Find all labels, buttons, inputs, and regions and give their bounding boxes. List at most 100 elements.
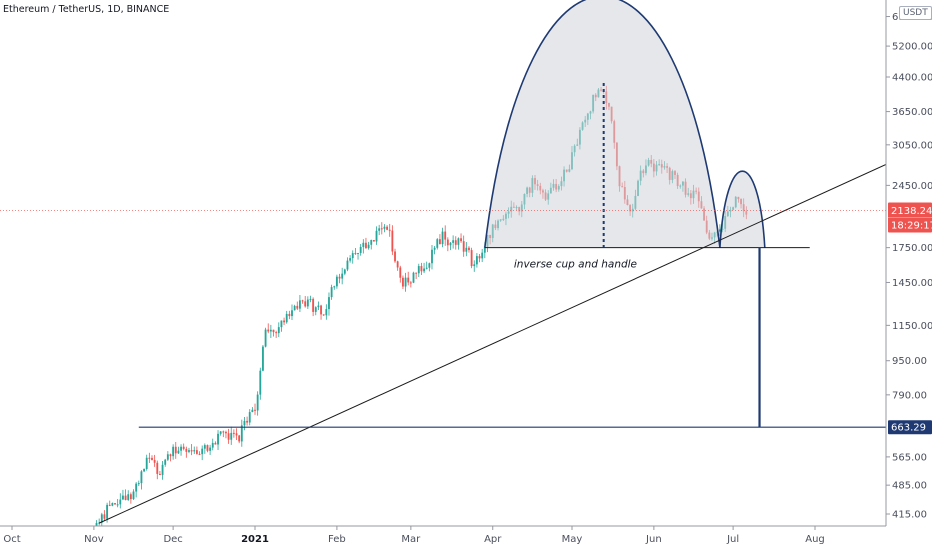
- candle-body: [143, 468, 145, 472]
- candle: [481, 248, 484, 263]
- candle-body: [362, 242, 365, 247]
- candle-body: [370, 240, 373, 245]
- candle-body: [248, 412, 251, 423]
- candle: [124, 489, 127, 501]
- candle-body: [338, 276, 341, 279]
- candle: [462, 235, 465, 257]
- candle: [444, 225, 447, 246]
- candle-body: [441, 231, 444, 245]
- candle: [169, 453, 172, 462]
- candle: [251, 407, 254, 413]
- candle-body: [433, 247, 436, 250]
- candle: [436, 238, 439, 250]
- candle-body: [341, 273, 344, 279]
- candle-body: [151, 457, 153, 460]
- candle: [351, 250, 354, 264]
- candle-body: [388, 229, 391, 231]
- candle-body: [409, 282, 412, 284]
- candle-body: [166, 454, 169, 460]
- candle-body: [283, 320, 285, 323]
- candle-body: [470, 250, 473, 267]
- candle: [132, 489, 135, 501]
- candle: [277, 322, 280, 338]
- candle-body: [267, 329, 270, 332]
- candle-body: [462, 241, 465, 252]
- candle-body: [309, 298, 312, 300]
- candle: [103, 510, 106, 521]
- candle: [470, 247, 473, 269]
- candle: [367, 241, 370, 250]
- cup-fill: [484, 0, 720, 248]
- candle-body: [182, 446, 185, 449]
- candle: [198, 451, 201, 456]
- candle-body: [415, 272, 418, 274]
- candle-body: [357, 252, 359, 254]
- candle: [193, 446, 196, 455]
- candle: [446, 237, 449, 252]
- currency-tag[interactable]: USDT: [899, 6, 932, 20]
- candle-body: [325, 309, 328, 316]
- candle: [338, 273, 341, 284]
- candle: [122, 489, 124, 500]
- candle: [211, 438, 214, 451]
- candle: [468, 246, 470, 253]
- candle: [317, 301, 320, 311]
- candle-body: [269, 329, 272, 332]
- candle: [378, 224, 381, 236]
- candle: [116, 499, 119, 508]
- candle: [235, 428, 238, 441]
- candle: [240, 419, 243, 447]
- candle-body: [246, 420, 249, 423]
- candle-body: [446, 239, 449, 246]
- candle-body: [449, 242, 452, 246]
- candle: [304, 295, 307, 308]
- candle: [177, 446, 180, 455]
- candle: [232, 429, 235, 438]
- candle: [156, 460, 159, 480]
- candle: [153, 454, 156, 467]
- candle-body: [161, 464, 164, 475]
- candle-body: [240, 425, 243, 442]
- handle-fill: [719, 171, 765, 248]
- candle: [190, 444, 193, 456]
- candle: [375, 226, 378, 245]
- candle: [143, 468, 145, 473]
- candle-body: [394, 251, 396, 262]
- candle-body: [293, 305, 296, 311]
- candle-body: [396, 261, 399, 268]
- candle: [417, 263, 420, 278]
- candle: [391, 225, 394, 255]
- candle-body: [106, 504, 109, 519]
- candle: [314, 306, 317, 316]
- y-tick-label: 3050.00: [892, 140, 932, 151]
- trendline: [98, 163, 886, 524]
- candle: [188, 447, 190, 454]
- candle-body: [367, 244, 370, 249]
- candle-body: [333, 286, 336, 288]
- y-tick-label: 415.00: [892, 510, 927, 521]
- candle-body: [135, 483, 138, 492]
- candle: [254, 403, 256, 415]
- candle-body: [227, 433, 230, 440]
- candle-body: [219, 431, 222, 434]
- candle: [285, 310, 288, 324]
- candle-body: [404, 277, 407, 287]
- candle: [262, 345, 264, 372]
- candle-body: [254, 409, 256, 411]
- candle-body: [288, 313, 291, 317]
- candle: [148, 452, 151, 463]
- x-tick-label: Jun: [645, 534, 662, 545]
- candle-body: [452, 240, 455, 243]
- candle-body: [304, 301, 307, 307]
- candle: [328, 292, 330, 316]
- candle-body: [438, 239, 441, 245]
- candle-body: [375, 230, 378, 242]
- candle: [473, 260, 476, 272]
- candle: [465, 242, 468, 257]
- candle-body: [111, 503, 114, 506]
- candle: [135, 482, 138, 498]
- candle: [428, 262, 431, 272]
- candle-body: [335, 276, 338, 287]
